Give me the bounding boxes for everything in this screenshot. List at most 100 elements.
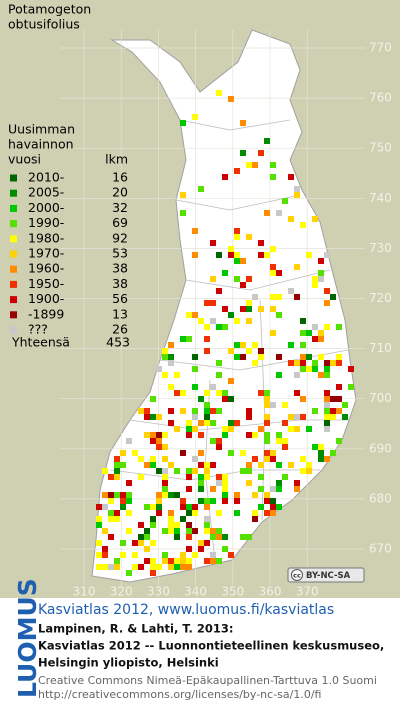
observation-square (222, 480, 228, 486)
observation-square (336, 360, 342, 366)
legend-label: -1899 (28, 306, 64, 321)
observation-square (294, 186, 300, 192)
observation-square (210, 528, 216, 534)
legend-swatch (10, 280, 17, 288)
observation-square (192, 366, 198, 372)
y-tick-label: 710 (369, 341, 392, 355)
observation-square (246, 300, 252, 306)
observation-square (204, 390, 210, 396)
observation-square (312, 276, 318, 282)
observation-square (228, 348, 234, 354)
observation-square (168, 360, 174, 366)
observation-square (348, 366, 354, 372)
observation-square (210, 486, 216, 492)
observation-square (174, 564, 180, 570)
observation-square (210, 318, 216, 324)
observation-square (144, 534, 150, 540)
observation-square (240, 258, 246, 264)
x-axis: 310 320 330 340 350 360 370 (73, 585, 319, 599)
observation-square (156, 498, 162, 504)
observation-square (186, 432, 192, 438)
observation-square (324, 426, 330, 432)
observation-square (318, 270, 324, 276)
observation-square (180, 120, 186, 126)
observation-square (318, 450, 324, 456)
observation-square (306, 366, 312, 372)
legend-total: 453 (106, 335, 130, 350)
observation-square (300, 318, 306, 324)
legend-swatch (10, 174, 17, 182)
observation-square (156, 438, 162, 444)
observation-square (174, 372, 180, 378)
observation-square (336, 438, 342, 444)
observation-square (240, 150, 246, 156)
cc-text: cc (293, 572, 301, 580)
observation-square (300, 396, 306, 402)
observation-square (192, 114, 198, 120)
observation-square (180, 552, 186, 558)
observation-square (234, 342, 240, 348)
observation-square (126, 480, 132, 486)
observation-square (306, 252, 312, 258)
observation-square (114, 468, 120, 474)
observation-square (204, 420, 210, 426)
observation-square (282, 420, 288, 426)
observation-square (168, 384, 174, 390)
observation-square (300, 342, 306, 348)
observation-square (234, 420, 240, 426)
legend-count: 38 (112, 261, 128, 276)
observation-square (204, 468, 210, 474)
legend-count-header: lkm (105, 152, 128, 167)
observation-square (174, 468, 180, 474)
observation-square (180, 558, 186, 564)
observation-square (186, 558, 192, 564)
observation-square (258, 240, 264, 246)
observation-square (216, 438, 222, 444)
observation-square (312, 282, 318, 288)
observation-square (198, 546, 204, 552)
observation-square (156, 444, 162, 450)
observation-square (234, 492, 240, 498)
observation-square (150, 456, 156, 462)
observation-square (228, 552, 234, 558)
observation-square (186, 564, 192, 570)
observation-square (222, 324, 228, 330)
observation-square (216, 390, 222, 396)
observation-square (240, 354, 246, 360)
observation-square (306, 330, 312, 336)
observation-square (252, 456, 258, 462)
observation-square (126, 438, 132, 444)
observation-square (192, 426, 198, 432)
observation-square (108, 534, 114, 540)
observation-square (312, 324, 318, 330)
observation-square (150, 558, 156, 564)
observation-square (192, 468, 198, 474)
y-tick-label: 730 (369, 241, 392, 255)
observation-square (246, 414, 252, 420)
observation-square (258, 426, 264, 432)
x-tick-label: 320 (110, 585, 133, 599)
observation-square (288, 426, 294, 432)
observation-square (144, 432, 150, 438)
x-tick-label: 370 (296, 585, 319, 599)
observation-square (282, 438, 288, 444)
observation-square (276, 294, 282, 300)
observation-square (222, 306, 228, 312)
legend-label: ??? (28, 322, 48, 337)
observation-square (258, 390, 264, 396)
observation-square (234, 276, 240, 282)
observation-square (210, 408, 216, 414)
observation-square (186, 534, 192, 540)
observation-square (114, 474, 120, 480)
observation-square (132, 564, 138, 570)
observation-square (324, 324, 330, 330)
observation-square (204, 408, 210, 414)
observation-square (240, 342, 246, 348)
observation-square (162, 486, 168, 492)
observation-square (306, 468, 312, 474)
observation-square (186, 420, 192, 426)
license-line: http://creativecommons.org/licenses/by-n… (38, 688, 321, 701)
observation-square (246, 432, 252, 438)
observation-square (240, 120, 246, 126)
